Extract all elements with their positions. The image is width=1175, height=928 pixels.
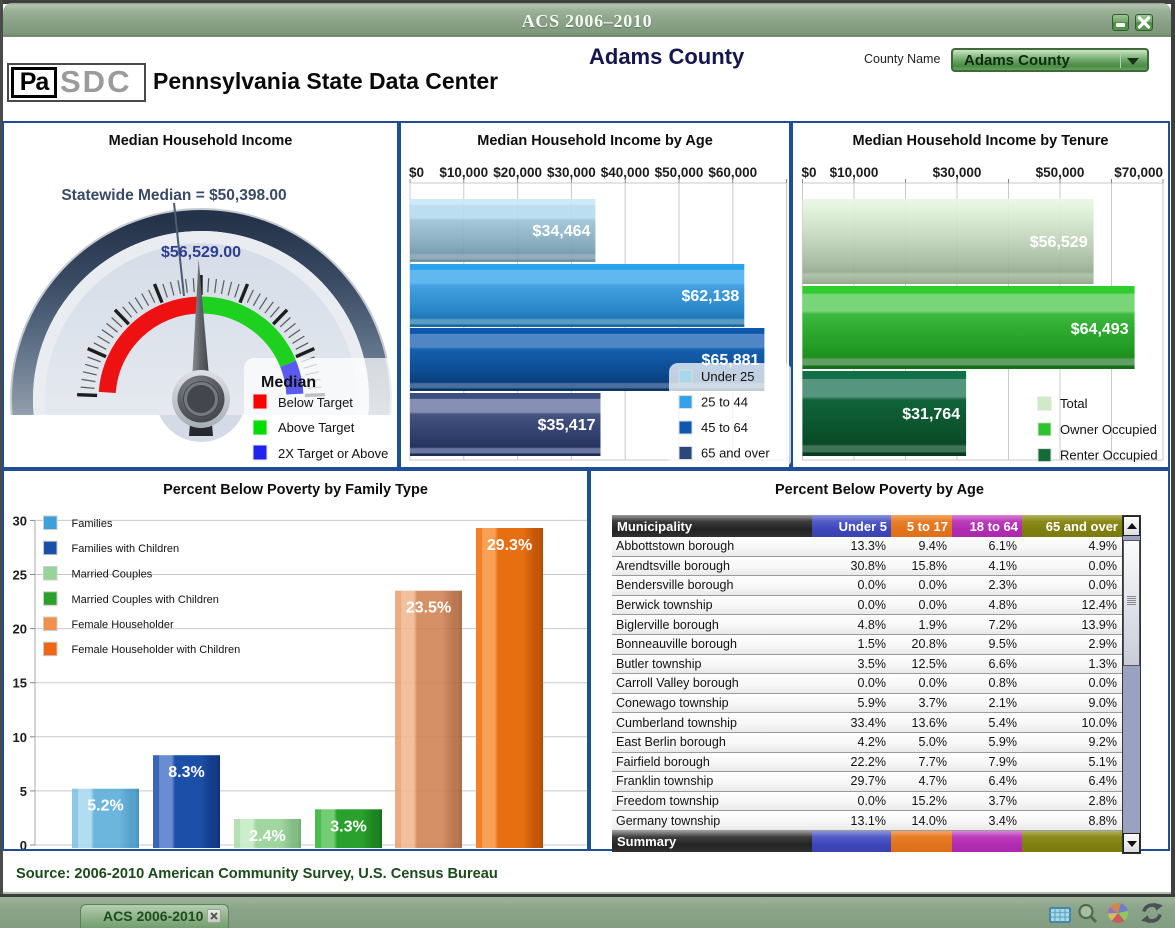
svg-text:$35,417: $35,417 — [538, 417, 596, 434]
svg-text:25 to 44: 25 to 44 — [701, 395, 748, 410]
svg-text:Below Target: Below Target — [278, 395, 353, 410]
svg-text:$40,000: $40,000 — [601, 165, 650, 180]
svg-text:65 and over: 65 and over — [701, 446, 770, 461]
svg-text:2X Target or Above: 2X Target or Above — [278, 446, 388, 461]
svg-text:$62,138: $62,138 — [681, 288, 739, 305]
svg-text:Married Couples with Children: Married Couples with Children — [72, 594, 219, 606]
svg-text:45 to 64: 45 to 64 — [701, 420, 748, 435]
svg-text:0: 0 — [20, 838, 27, 849]
svg-text:$34,464: $34,464 — [533, 223, 591, 240]
svg-text:Statewide Median = $50,398.00: Statewide Median = $50,398.00 — [61, 187, 286, 204]
svg-text:$30,000: $30,000 — [933, 165, 982, 180]
svg-text:$60,000: $60,000 — [708, 165, 757, 180]
svg-text:5: 5 — [20, 784, 27, 799]
svg-text:3.3%: 3.3% — [330, 818, 366, 835]
svg-text:$56,529: $56,529 — [1030, 234, 1088, 251]
svg-text:$30,000: $30,000 — [547, 165, 596, 180]
svg-text:23.5%: 23.5% — [406, 600, 451, 617]
svg-text:15: 15 — [13, 676, 27, 691]
svg-text:29.3%: 29.3% — [487, 537, 532, 554]
svg-text:5.2%: 5.2% — [87, 798, 123, 815]
svg-text:$20,000: $20,000 — [493, 165, 542, 180]
svg-text:Married Couples: Married Couples — [72, 569, 153, 581]
svg-text:$70,000: $70,000 — [1114, 165, 1163, 180]
svg-text:$0: $0 — [802, 165, 817, 180]
svg-text:Total: Total — [1060, 396, 1088, 411]
svg-text:Female Householder with Childr: Female Householder with Children — [72, 644, 241, 656]
svg-text:Female Householder: Female Householder — [72, 619, 174, 631]
svg-text:Under 25: Under 25 — [701, 369, 754, 384]
svg-text:30: 30 — [13, 513, 27, 528]
svg-text:10: 10 — [13, 730, 27, 745]
svg-text:8.3%: 8.3% — [168, 764, 204, 781]
svg-text:$0: $0 — [409, 165, 424, 180]
svg-text:$10,000: $10,000 — [830, 165, 879, 180]
svg-text:$10,000: $10,000 — [439, 165, 488, 180]
svg-text:2.4%: 2.4% — [249, 828, 285, 845]
svg-text:Median: Median — [261, 374, 316, 391]
svg-text:$50,000: $50,000 — [1036, 165, 1085, 180]
svg-text:Above Target: Above Target — [278, 420, 355, 435]
svg-text:20: 20 — [13, 622, 27, 637]
svg-text:Families with Children: Families with Children — [72, 543, 180, 555]
svg-text:$64,493: $64,493 — [1071, 321, 1129, 338]
svg-text:25: 25 — [13, 568, 27, 583]
svg-text:$31,764: $31,764 — [902, 406, 960, 423]
svg-text:$56,529.00: $56,529.00 — [161, 244, 241, 261]
svg-text:Families: Families — [72, 518, 113, 530]
svg-text:$50,000: $50,000 — [655, 165, 704, 180]
svg-text:Renter Occupied: Renter Occupied — [1060, 448, 1158, 463]
svg-text:Owner Occupied: Owner Occupied — [1060, 422, 1157, 437]
